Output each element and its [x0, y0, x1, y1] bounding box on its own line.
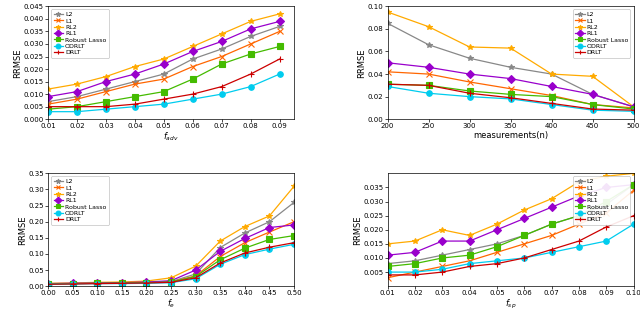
X-axis label: $f_{adv}$: $f_{adv}$ [163, 131, 179, 143]
Legend: L2, L1, RL2, RL1, Robust Lasso, ODRLT, DRLT: L2, L1, RL2, RL1, Robust Lasso, ODRLT, D… [51, 10, 109, 58]
Legend: L2, L1, RL2, RL1, Robust Lasso, ODRLT, DRLT: L2, L1, RL2, RL1, Robust Lasso, ODRLT, D… [51, 176, 109, 225]
Legend: L2, L1, RL2, RL1, Robust Lasso, ODRLT, DRLT: L2, L1, RL2, RL1, Robust Lasso, ODRLT, D… [573, 10, 630, 58]
Y-axis label: RRMSE: RRMSE [353, 215, 362, 245]
Y-axis label: RRMSE: RRMSE [18, 215, 27, 245]
X-axis label: $f_{sp}$: $f_{sp}$ [505, 298, 516, 311]
X-axis label: $f_e$: $f_e$ [167, 298, 175, 310]
Legend: L2, L1, RL2, RL1, Robust Lasso, ODRLT, DRLT: L2, L1, RL2, RL1, Robust Lasso, ODRLT, D… [573, 176, 630, 225]
Y-axis label: RRMSE: RRMSE [13, 48, 22, 78]
X-axis label: measurements(n): measurements(n) [473, 131, 548, 140]
Y-axis label: RRMSE: RRMSE [357, 48, 366, 78]
